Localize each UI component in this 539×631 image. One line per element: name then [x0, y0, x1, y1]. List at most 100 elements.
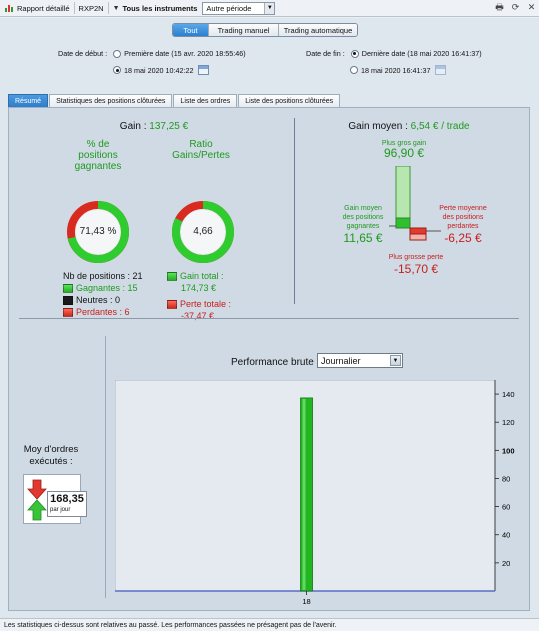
calendar-icon[interactable]	[434, 65, 446, 75]
instruments-label: Tous les instruments	[122, 3, 198, 13]
start-date-row-1: Date de début : Première date (15 avr. 2…	[58, 49, 246, 58]
total-loss-label: Perte totale :	[180, 299, 232, 309]
avg-winning-label-line: gagnantes	[346, 223, 380, 230]
close-icon[interactable]: ✕	[527, 2, 536, 12]
average-gain-bars	[389, 166, 441, 241]
avg-orders-unit: par jour	[50, 507, 71, 513]
end-date-row-2: 18 mai 2020 16:41:37	[350, 65, 446, 75]
y-tick-label: 100	[502, 446, 515, 455]
account-label: RXP2N	[78, 3, 104, 13]
period-select[interactable]: Autre période ▼	[202, 1, 276, 15]
print-icon[interactable]: 🖶	[495, 1, 504, 12]
neutral-count-label: Neutres : 0	[76, 295, 121, 305]
green-square-icon	[63, 283, 73, 293]
tab-orders-list[interactable]: Liste des ordres	[173, 94, 238, 107]
main-panel: Tout Trading manuel Trading automatique …	[0, 18, 539, 618]
ratio-title: Ratio Gains/Pertes	[161, 139, 241, 161]
end-date-row-1: Date de fin : Dernière date (18 mai 2020…	[306, 49, 482, 58]
section-divider	[294, 118, 295, 304]
y-tick-label: 40	[502, 531, 510, 540]
avg-losing-value: -6,25 €	[444, 231, 482, 245]
mode-button-all[interactable]: Tout	[173, 24, 209, 36]
winning-pct-title-line: positions	[78, 150, 118, 161]
start-custom-date-radio[interactable]	[113, 66, 121, 74]
total-gain-label: Gain total :	[180, 271, 224, 281]
status-bar: Les statistiques ci-dessus sont relative…	[0, 618, 539, 631]
avg-winning-value: 11,65 €	[343, 231, 383, 245]
start-custom-date-value: 18 mai 2020 10:42:22	[124, 65, 194, 75]
winning-pct-value: 71,43 %	[79, 226, 117, 237]
tab-closed-positions-list[interactable]: Liste des positions clôturées	[238, 94, 341, 107]
mode-button-auto[interactable]: Trading automatique	[279, 24, 357, 36]
end-last-date-radio[interactable]	[350, 49, 359, 58]
black-square-icon	[63, 295, 73, 305]
total-loss-value: -37,47 €	[181, 311, 215, 321]
ratio-title-line: Gains/Pertes	[172, 150, 230, 161]
mode-button-manual[interactable]: Trading manuel	[209, 24, 279, 36]
start-first-date-radio[interactable]	[113, 49, 122, 58]
vertical-divider	[105, 336, 106, 598]
winning-pct-title-line: % de	[86, 139, 110, 150]
red-square-icon	[167, 299, 177, 309]
average-gain-value: 6,54 € / trade	[410, 121, 470, 132]
top-toolbar: Rapport détaillé RXP2N ▼ Tous les instru…	[0, 0, 539, 17]
average-gain-title: Gain moyen : 6,54 € / trade	[334, 121, 484, 132]
avg-losing-label: Perte moyenne des positions perdantes	[434, 204, 492, 231]
total-loss: Perte totale :	[167, 299, 231, 309]
account-selector[interactable]: RXP2N	[76, 1, 107, 15]
avg-orders-label: Moy d'ordres exécutés :	[21, 444, 81, 468]
toolbar-separator	[107, 2, 109, 14]
total-gain-value: 174,73 €	[181, 283, 217, 293]
instruments-dropdown[interactable]: ▼ Tous les instruments	[110, 1, 201, 15]
avg-winning-label-line: Gain moyen	[344, 205, 382, 212]
end-date-label: Date de fin :	[306, 49, 345, 58]
avg-orders-box: 168,35 par jour	[47, 491, 87, 517]
avg-losing-label-line: des positions	[442, 214, 484, 221]
y-tick-label: 80	[502, 474, 510, 483]
report-chart-icon	[5, 4, 14, 12]
end-custom-date-value: 18 mai 2020 16:41:37	[361, 65, 431, 75]
avg-winning-label: Gain moyen des positions gagnantes	[334, 204, 392, 231]
y-tick-label: 120	[502, 418, 515, 427]
y-tick-label: 140	[502, 390, 515, 399]
neutral-count: Neutres : 0	[63, 295, 120, 305]
tab-closed-position-stats[interactable]: Statistiques des positions clôturées	[49, 94, 173, 107]
granularity-select[interactable]: Journalier ▼	[317, 353, 403, 368]
green-square-icon	[167, 271, 177, 281]
toolbar-actions: 🖶 ⟳ ✕	[494, 2, 537, 13]
end-last-date-label: Dernière date (18 mai 2020 16:41:37)	[361, 49, 482, 58]
caret-down-icon: ▼	[112, 4, 120, 12]
gain-title: Gain : 137,25 €	[109, 121, 199, 132]
performance-bar-highlight	[302, 398, 306, 590]
performance-chart: 20 40 60 80 100 120 140 18	[115, 380, 515, 606]
avg-winning-label-line: des positions	[342, 214, 384, 221]
report-label: Rapport détaillé	[17, 3, 70, 13]
summary-panel: Gain : 137,25 € % de positions gagnantes…	[8, 107, 530, 611]
winning-count-label: Gagnantes : 15	[76, 283, 138, 293]
end-custom-date-radio[interactable]	[350, 66, 358, 74]
tab-summary[interactable]: Résumé	[8, 94, 49, 107]
chevron-down-icon: ▼	[390, 355, 401, 366]
trading-mode-toggle: Tout Trading manuel Trading automatique	[172, 23, 358, 37]
performance-title: Performance brute	[231, 357, 314, 368]
start-date-row-2: 18 mai 2020 10:42:22	[113, 65, 209, 75]
gain-value: 137,25 €	[149, 121, 189, 132]
period-value: Autre période	[206, 3, 252, 13]
worst-loss-label: Plus grosse perte	[388, 254, 444, 261]
performance-bar[interactable]	[300, 397, 313, 592]
losing-count-label: Perdantes : 6	[76, 307, 130, 317]
status-text: Les statistiques ci-dessus sont relative…	[4, 621, 337, 629]
ratio-donut	[172, 201, 234, 263]
winning-pct-donut	[67, 201, 129, 263]
red-square-icon	[63, 307, 73, 317]
x-tick-label: 18	[302, 597, 310, 606]
total-gain: Gain total :	[167, 271, 224, 281]
best-gain-value: 96,90 €	[383, 146, 425, 160]
detailed-report-button[interactable]: Rapport détaillé	[2, 1, 73, 15]
winning-pct-title: % de positions gagnantes	[63, 139, 133, 172]
refresh-icon[interactable]: ⟳	[511, 2, 520, 12]
calendar-icon[interactable]	[197, 65, 209, 75]
avg-orders-value: 168,35	[50, 493, 84, 505]
avg-orders-label-line: exécutés :	[29, 456, 73, 467]
avg-orders-label-line: Moy d'ordres	[23, 444, 79, 455]
